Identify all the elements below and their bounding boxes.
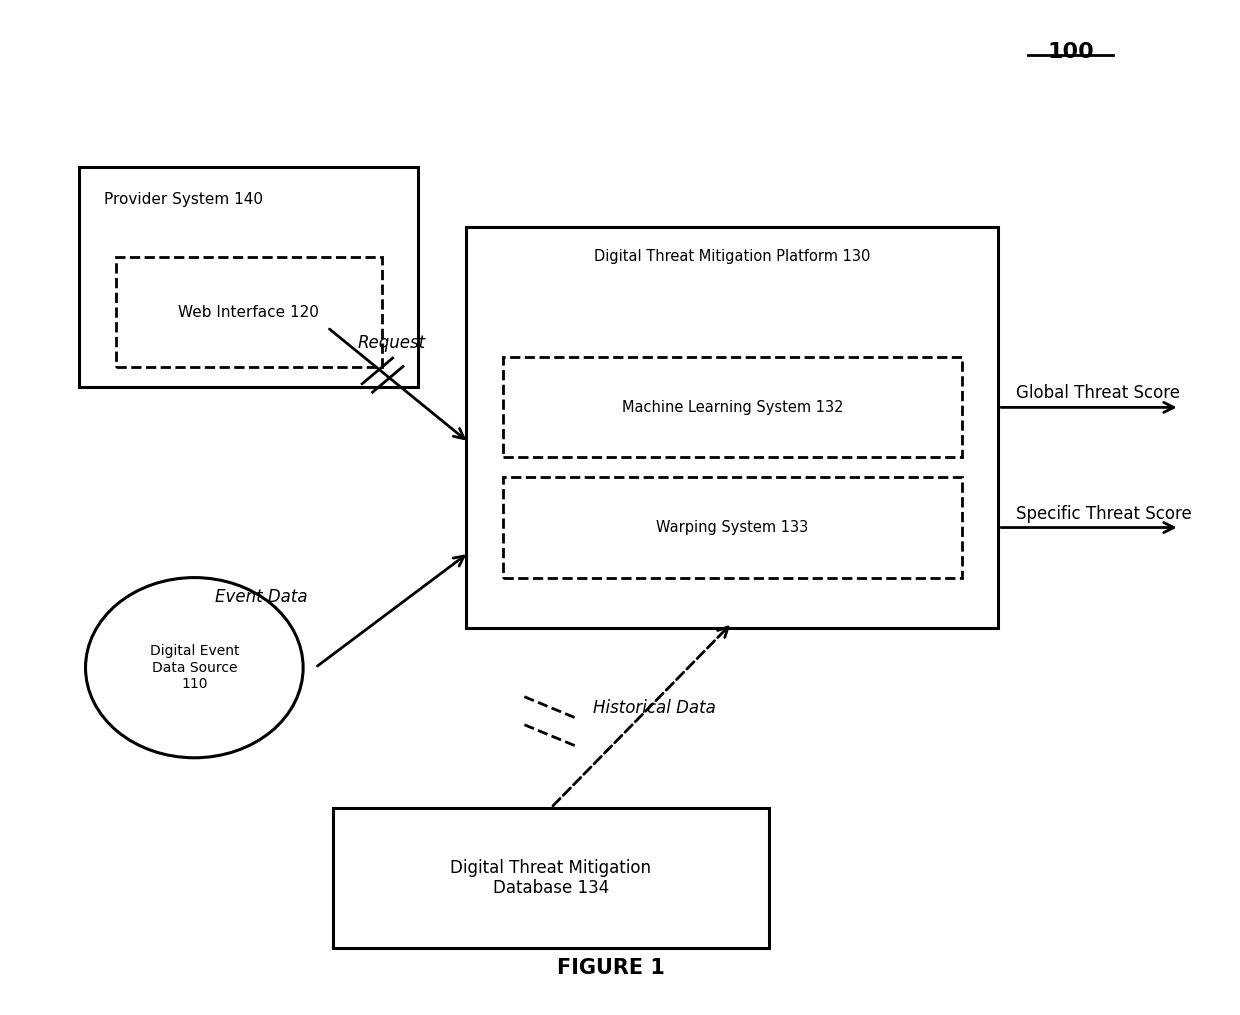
Text: Warping System 133: Warping System 133 bbox=[656, 520, 808, 535]
Text: Request: Request bbox=[357, 334, 425, 352]
FancyBboxPatch shape bbox=[502, 357, 962, 458]
Text: Specific Threat Score: Specific Threat Score bbox=[1017, 504, 1192, 523]
Text: Event Data: Event Data bbox=[215, 588, 308, 606]
Text: FIGURE 1: FIGURE 1 bbox=[558, 958, 666, 978]
Text: Global Threat Score: Global Threat Score bbox=[1017, 385, 1180, 402]
FancyBboxPatch shape bbox=[79, 167, 418, 388]
Circle shape bbox=[86, 578, 303, 758]
Text: Web Interface 120: Web Interface 120 bbox=[179, 304, 319, 320]
Text: Digital Event
Data Source
110: Digital Event Data Source 110 bbox=[150, 645, 239, 691]
Text: Provider System 140: Provider System 140 bbox=[104, 192, 263, 207]
FancyBboxPatch shape bbox=[115, 257, 382, 367]
Text: 100: 100 bbox=[1048, 42, 1094, 62]
Text: Machine Learning System 132: Machine Learning System 132 bbox=[621, 400, 843, 415]
Text: Digital Threat Mitigation Platform 130: Digital Threat Mitigation Platform 130 bbox=[594, 250, 870, 264]
FancyBboxPatch shape bbox=[334, 808, 769, 948]
Text: Digital Threat Mitigation
Database 134: Digital Threat Mitigation Database 134 bbox=[450, 859, 651, 897]
FancyBboxPatch shape bbox=[502, 477, 962, 578]
FancyBboxPatch shape bbox=[466, 227, 998, 627]
Text: Historical Data: Historical Data bbox=[593, 698, 717, 717]
